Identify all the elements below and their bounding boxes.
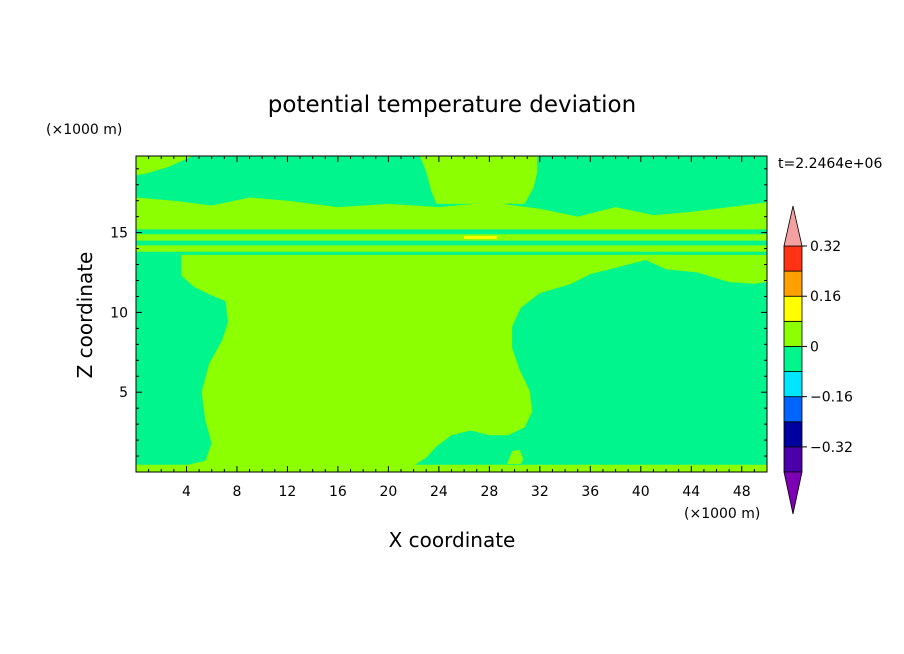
x-axis: 4 8 12 16 20 24 28 32 36 40 44 48: [148, 156, 755, 500]
y-tick-label: 5: [119, 385, 128, 401]
x-axis-label: X coordinate: [389, 528, 516, 552]
colorbar-over-triangle: [783, 205, 803, 247]
x-tick-label: 20: [379, 484, 397, 500]
colorbar-box: [783, 245, 803, 272]
colorbar-label: −0.16: [810, 390, 853, 406]
field-region: [419, 156, 538, 204]
x-tick-label: 12: [279, 484, 297, 500]
colorbar-box: [783, 371, 803, 398]
y-tick-label: 15: [110, 226, 128, 242]
colorbar-box: [783, 421, 803, 448]
x-tick-label: 48: [733, 484, 751, 500]
x-tick-label: 44: [682, 484, 700, 500]
field-region: [136, 245, 767, 252]
x-tick-label: 8: [232, 484, 241, 500]
colorbar-box: [783, 270, 803, 297]
field-contours: [136, 156, 767, 472]
field-region: [634, 254, 767, 284]
colorbar-box: [783, 346, 803, 372]
y-axis-label: Z coordinate: [73, 252, 97, 379]
colorbar-box: [783, 320, 803, 347]
x-tick-label: 28: [480, 484, 498, 500]
x-tick-label: 32: [531, 484, 549, 500]
field-region: [181, 254, 666, 466]
plot-area: [136, 156, 767, 472]
warm-streak: [464, 235, 497, 239]
field-region: [255, 443, 292, 460]
colorbar-box: [783, 295, 803, 322]
y-tick-label: 10: [110, 305, 128, 321]
x-tick-label: 24: [430, 484, 448, 500]
colorbar-label: 0.32: [810, 239, 841, 255]
colorbar: 0.32 0.16 0 −0.16 −0.32: [783, 205, 853, 515]
x-tick-label: 4: [182, 484, 191, 500]
colorbar-label: 0.16: [810, 289, 841, 305]
x-tick-label: 36: [581, 484, 599, 500]
x-tick-label: 40: [632, 484, 650, 500]
colorbar-label: −0.32: [810, 440, 853, 456]
y-axis: 5 10 15: [110, 168, 767, 457]
time-label: t=2.2464e+06: [778, 156, 882, 172]
colorbar-box: [783, 446, 803, 473]
field-region: [136, 156, 193, 176]
field-region: [136, 234, 767, 241]
chart-title: potential temperature deviation: [268, 92, 636, 118]
colorbar-under-triangle: [783, 471, 803, 515]
y-unit-label: (×1000 m): [46, 122, 122, 138]
colorbar-box: [783, 396, 803, 423]
field-region: [136, 197, 767, 230]
field-region: [136, 464, 767, 472]
x-tick-label: 16: [329, 484, 347, 500]
x-unit-label: (×1000 m): [684, 506, 760, 522]
colorbar-label: 0: [810, 339, 819, 355]
field-region: [507, 449, 524, 464]
